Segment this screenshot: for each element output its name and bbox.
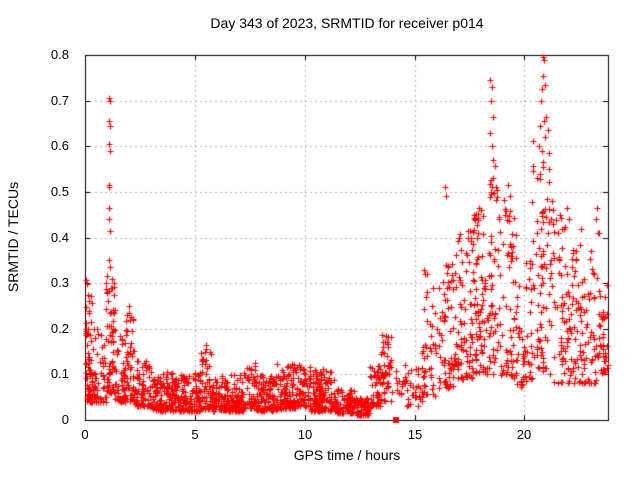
y-tick-label: 0.5 [50, 184, 69, 199]
y-tick-label: 0.3 [50, 275, 69, 290]
y-tick-label: 0.8 [50, 47, 69, 62]
y-axis-label: SRMTID / TECUs [5, 181, 21, 293]
x-tick-label: 15 [407, 427, 423, 442]
y-tick-label: 0.1 [50, 366, 69, 381]
x-tick-label: 20 [516, 427, 532, 442]
y-tick-label: 0.6 [50, 138, 69, 153]
x-tick-label: 5 [191, 427, 199, 442]
y-tick-label: 0 [61, 412, 69, 427]
y-tick-label: 0.7 [50, 93, 69, 108]
x-axis-label: GPS time / hours [293, 447, 401, 463]
x-tick-label: 0 [81, 427, 89, 442]
y-tick-label: 0.2 [50, 321, 69, 336]
y-tick-label: 0.4 [50, 230, 69, 245]
chart-title: Day 343 of 2023, SRMTID for receiver p01… [210, 15, 484, 31]
x-tick-label: 10 [297, 427, 313, 442]
